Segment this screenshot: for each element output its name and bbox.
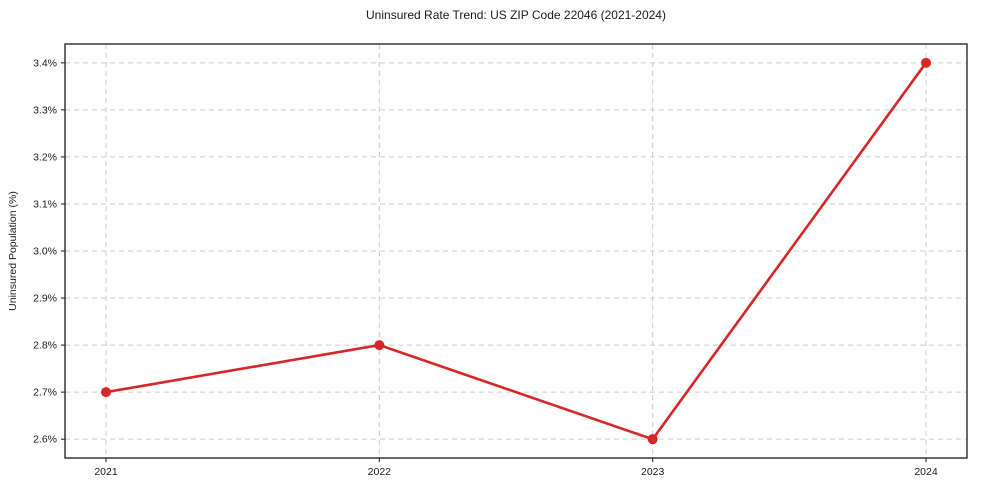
trend-line <box>104 61 928 441</box>
y-tick-label: 2.9% <box>33 293 57 305</box>
y-tick-label: 3.2% <box>33 151 57 163</box>
x-tick-label: 2021 <box>94 466 118 478</box>
y-tick-label: 3.1% <box>33 198 57 210</box>
data-point-marker <box>647 434 658 445</box>
x-tick-label: 2022 <box>368 466 392 478</box>
y-tick-label: 3.3% <box>33 104 57 116</box>
y-tick-label: 3.4% <box>33 57 57 69</box>
data-point-marker <box>921 57 931 68</box>
chart-title: Uninsured Rate Trend: US ZIP Code 22046 … <box>366 8 666 22</box>
x-tick-label: 2023 <box>641 466 665 478</box>
y-tick-label: 3.0% <box>33 246 57 258</box>
data-point-marker <box>374 340 385 351</box>
y-tick-label: 2.8% <box>33 340 57 352</box>
plot-border <box>64 43 968 459</box>
y-tick-label: 2.7% <box>33 387 57 399</box>
y-tick-label: 2.6% <box>33 434 57 446</box>
data-point-marker <box>101 387 111 398</box>
x-tick-label: 2024 <box>914 466 938 478</box>
